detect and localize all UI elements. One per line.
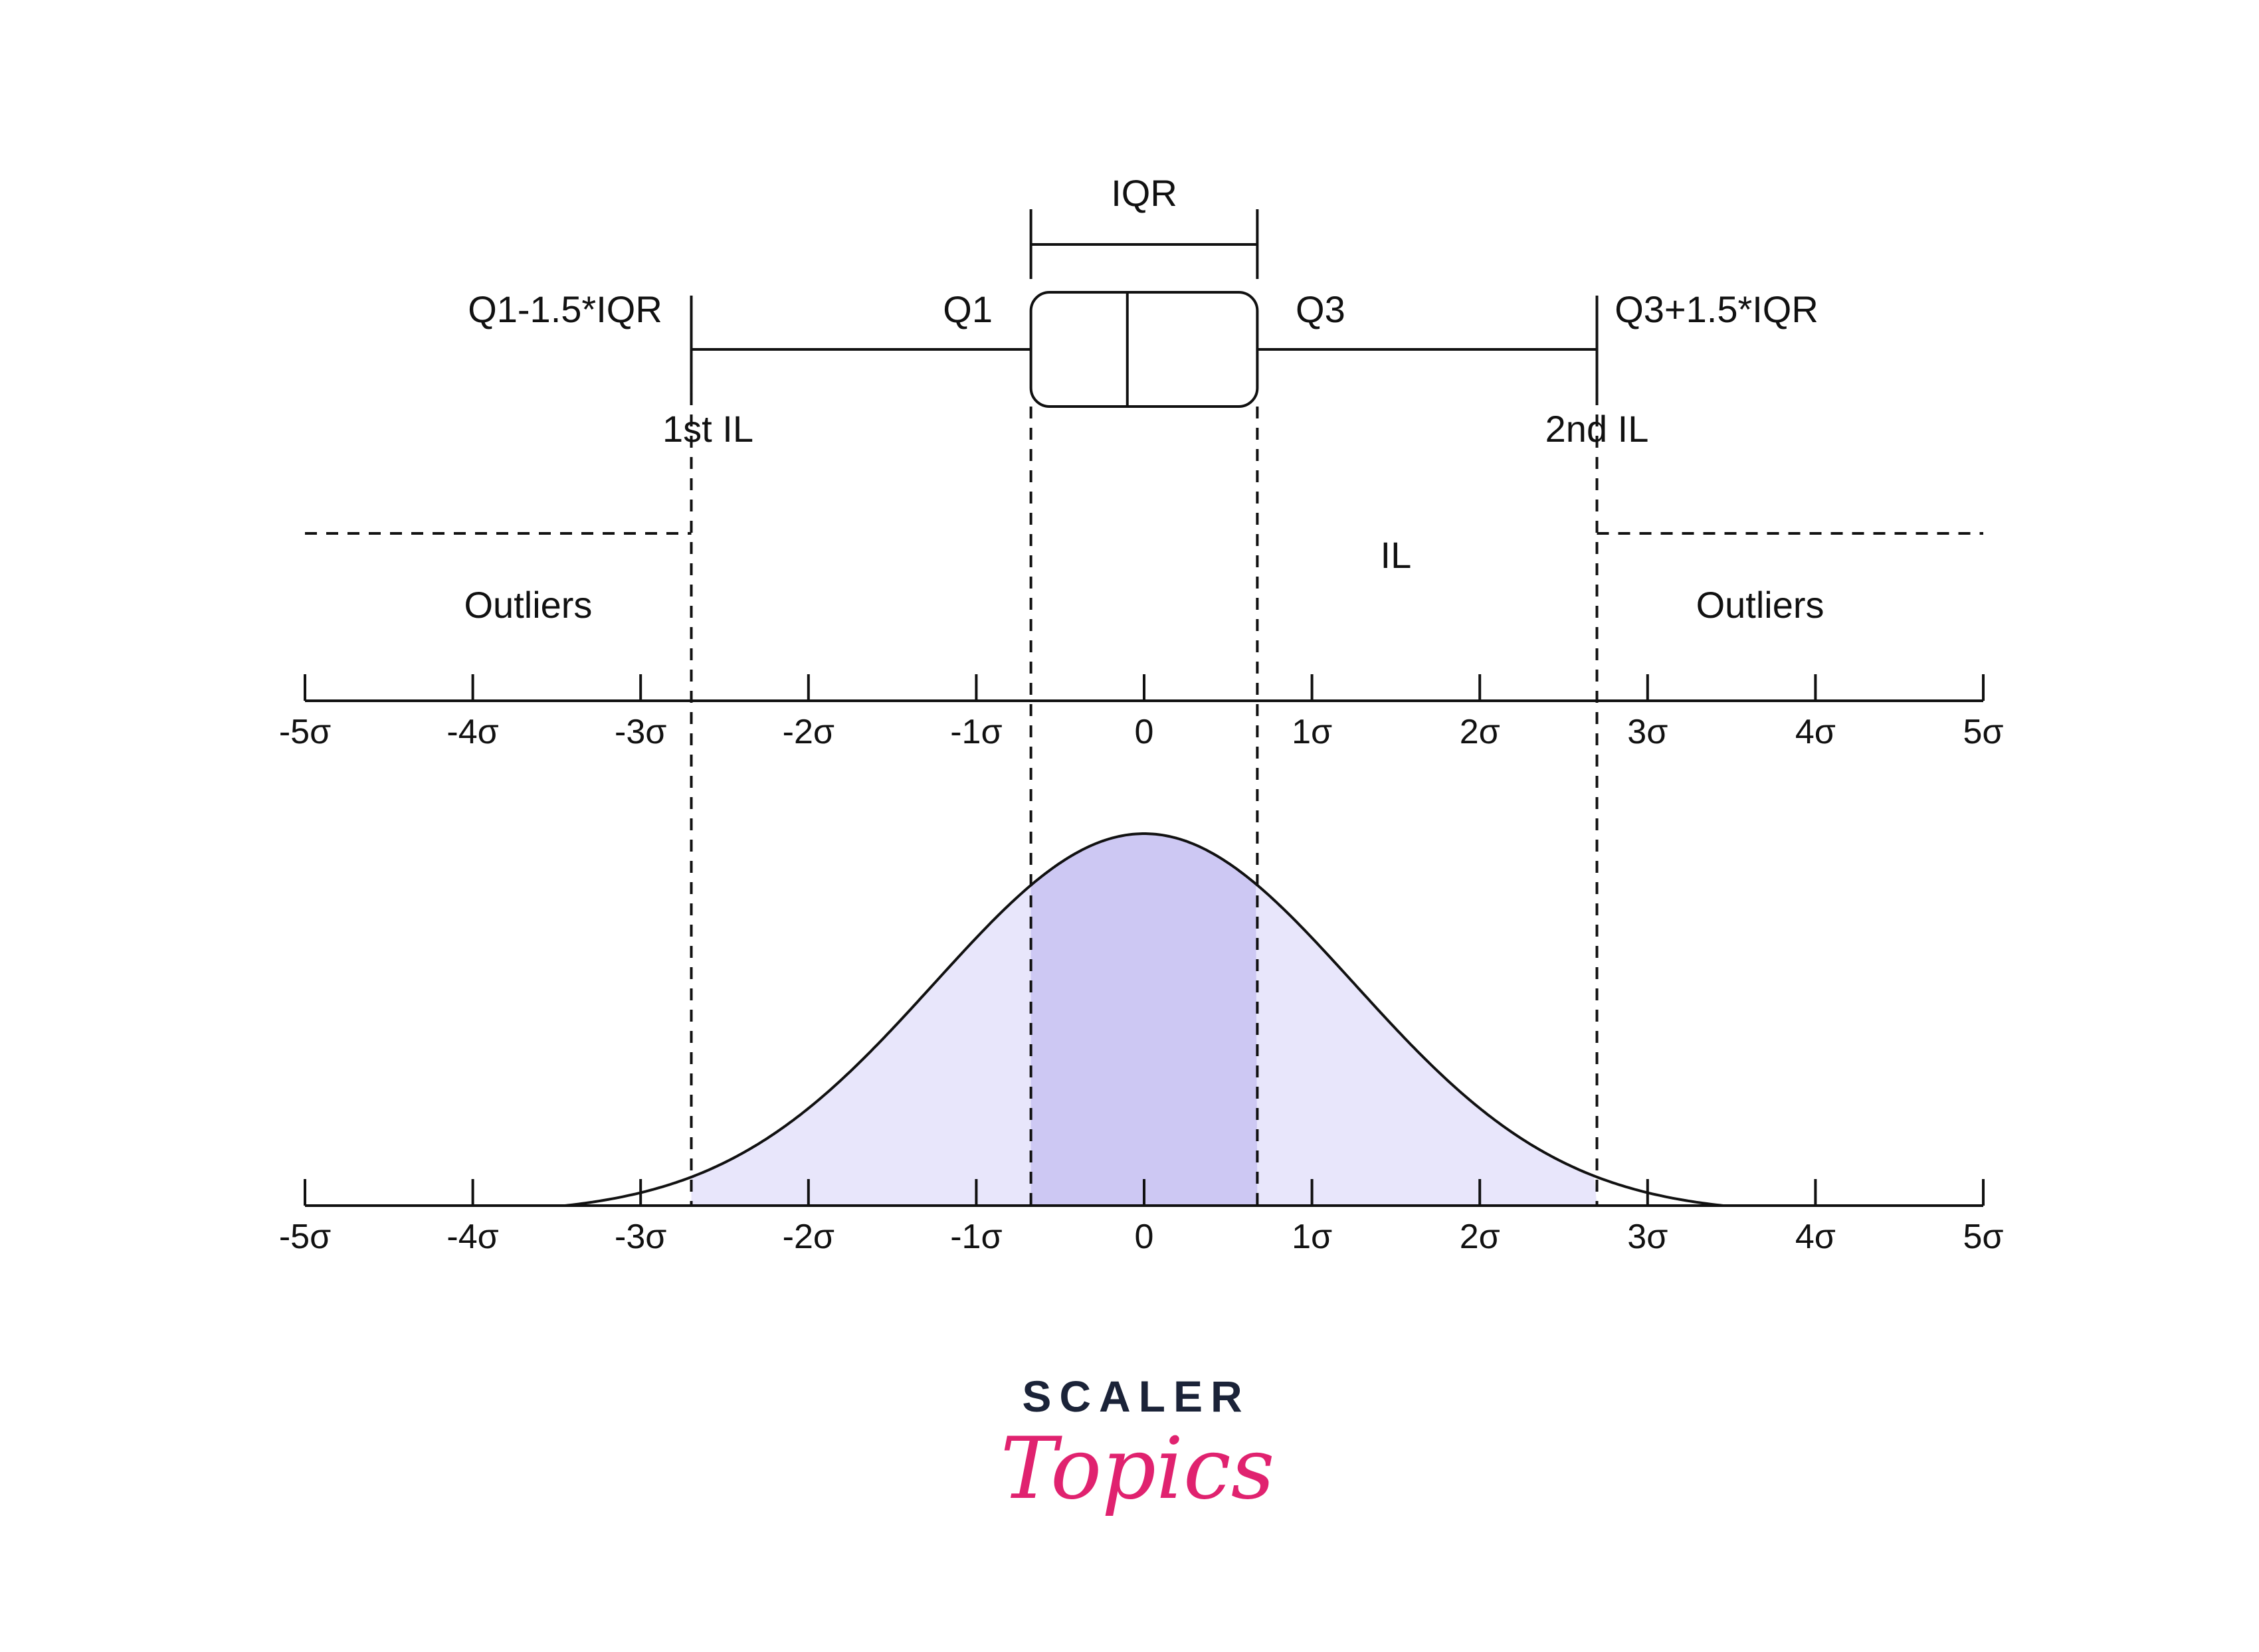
- second-inner-limit-label: 2nd IL: [1545, 408, 1649, 450]
- first-inner-limit-label: 1st IL: [662, 408, 753, 450]
- brand-logo-topics: Topics: [1001, 1420, 1275, 1518]
- upper-tick-label-4: -1σ: [950, 713, 1002, 751]
- lower-tick-label-9: 4σ: [1795, 1218, 1836, 1256]
- upper-fence-label: Q3+1.5*IQR: [1615, 288, 1818, 330]
- upper-tick-label-5: 0: [1135, 713, 1154, 751]
- upper-tick-label-0: -5σ: [279, 713, 331, 751]
- lower-tick-label-7: 2σ: [1460, 1218, 1500, 1256]
- upper-tick-label-3: -2σ: [783, 713, 835, 751]
- iqr-label: IQR: [1111, 172, 1177, 214]
- box-plot: [690, 209, 1599, 408]
- upper-tick-label-2: -3σ: [615, 713, 666, 751]
- lower-tick-label-10: 5σ: [1963, 1218, 2003, 1256]
- iqr-shaded-area: [1031, 834, 1258, 1206]
- lower-tick-label-4: -1σ: [950, 1218, 1002, 1256]
- upper-tick-label-6: 1σ: [1292, 713, 1332, 751]
- lower-tick-label-8: 3σ: [1627, 1218, 1668, 1256]
- brand-logo-scaler: SCALER: [1022, 1372, 1250, 1421]
- q3-label: Q3: [1296, 288, 1345, 330]
- outliers-left-label: Outliers: [464, 584, 592, 626]
- upper-tick-label-10: 5σ: [1963, 713, 2003, 751]
- normal-distribution-curve: [565, 832, 1723, 1207]
- dashed-guide-lines: [305, 372, 1983, 1206]
- iqr-box: [1029, 291, 1259, 408]
- lower-tick-label-6: 1σ: [1292, 1218, 1332, 1256]
- upper-axis-ticks: -5σ -4σ -3σ -2σ -1σ 0 1σ 2σ 3σ 4σ 5σ: [279, 674, 2004, 751]
- upper-tick-label-9: 4σ: [1795, 713, 1836, 751]
- lower-axis-ticks: -5σ -4σ -3σ -2σ -1σ 0 1σ 2σ 3σ 4σ 5σ: [279, 1179, 2004, 1256]
- lower-tick-label-2: -3σ: [615, 1218, 666, 1256]
- il-region-label: IL: [1381, 534, 1412, 576]
- lower-tick-label-1: -4σ: [446, 1218, 498, 1256]
- outliers-right-label: Outliers: [1696, 584, 1824, 626]
- upper-tick-label-1: -4σ: [446, 713, 498, 751]
- lower-tick-label-3: -2σ: [783, 1218, 835, 1256]
- upper-tick-label-8: 3σ: [1627, 713, 1668, 751]
- lower-fence-label: Q1-1.5*IQR: [468, 288, 662, 330]
- lower-tick-label-0: -5σ: [279, 1218, 331, 1256]
- lower-tick-label-5: 0: [1135, 1218, 1154, 1256]
- upper-tick-label-7: 2σ: [1460, 713, 1500, 751]
- q1-label: Q1: [943, 288, 993, 330]
